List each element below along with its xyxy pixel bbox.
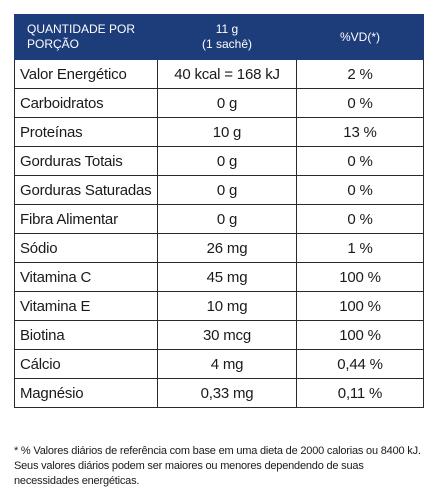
header-serving-unit: (1 sachê) bbox=[201, 37, 253, 51]
nutrient-daily-value: 0 % bbox=[296, 146, 424, 176]
nutrient-name: Magnésio bbox=[14, 378, 158, 408]
nutrient-daily-value: 100 % bbox=[296, 262, 424, 292]
nutrient-daily-value: 1 % bbox=[296, 233, 424, 263]
footnote: * % Valores diários de referência com ba… bbox=[14, 445, 421, 487]
nutrient-name: Vitamina C bbox=[14, 262, 158, 292]
nutrition-facts-table: QUANTIDADE POR PORÇÃO 11 g (1 sachê) %VD… bbox=[14, 14, 424, 408]
nutrient-daily-value: 2 % bbox=[296, 59, 424, 89]
nutrient-name: Valor Energético bbox=[14, 59, 158, 89]
header-daily-value: %VD(*) bbox=[296, 14, 424, 60]
table-row: Proteínas 10 g 13 % bbox=[14, 117, 424, 147]
table-row: Cálcio 4 mg 0,44 % bbox=[14, 349, 424, 379]
nutrient-amount: 0 g bbox=[157, 146, 297, 176]
nutrient-amount: 0 g bbox=[157, 175, 297, 205]
nutrient-daily-value: 0,11 % bbox=[296, 378, 424, 408]
nutrition-table-container: QUANTIDADE POR PORÇÃO 11 g (1 sachê) %VD… bbox=[14, 14, 424, 408]
nutrient-daily-value: 100 % bbox=[296, 320, 424, 350]
nutrient-name: Sódio bbox=[14, 233, 158, 263]
nutrient-amount: 30 mcg bbox=[157, 320, 297, 350]
table-row: Magnésio 0,33 mg 0,11 % bbox=[14, 378, 424, 408]
table-row: Vitamina C 45 mg 100 % bbox=[14, 262, 424, 292]
nutrient-amount: 0,33 mg bbox=[157, 378, 297, 408]
header-serving-label: QUANTIDADE POR PORÇÃO bbox=[14, 14, 158, 60]
nutrient-name: Vitamina E bbox=[14, 291, 158, 321]
nutrient-name: Biotina bbox=[14, 320, 158, 350]
nutrient-daily-value: 13 % bbox=[296, 117, 424, 147]
table-row: Vitamina E 10 mg 100 % bbox=[14, 291, 424, 321]
nutrient-daily-value: 100 % bbox=[296, 291, 424, 321]
nutrient-name: Gorduras Totais bbox=[14, 146, 158, 176]
nutrient-amount: 26 mg bbox=[157, 233, 297, 263]
header-serving-amount: 11 g bbox=[215, 22, 239, 36]
nutrient-daily-value: 0,44 % bbox=[296, 349, 424, 379]
header-serving-size: 11 g (1 sachê) bbox=[157, 14, 297, 60]
nutrient-amount: 10 mg bbox=[157, 291, 297, 321]
nutrient-name: Proteínas bbox=[14, 117, 158, 147]
nutrient-daily-value: 0 % bbox=[296, 88, 424, 118]
nutrient-daily-value: 0 % bbox=[296, 175, 424, 205]
nutrient-amount: 45 mg bbox=[157, 262, 297, 292]
nutrient-daily-value: 0 % bbox=[296, 204, 424, 234]
nutrient-amount: 4 mg bbox=[157, 349, 297, 379]
table-header-row: QUANTIDADE POR PORÇÃO 11 g (1 sachê) %VD… bbox=[14, 14, 424, 60]
nutrient-name: Cálcio bbox=[14, 349, 158, 379]
table-row: Sódio 26 mg 1 % bbox=[14, 233, 424, 263]
table-row: Valor Energético 40 kcal = 168 kJ 2 % bbox=[14, 59, 424, 89]
nutrient-amount: 10 g bbox=[157, 117, 297, 147]
nutrient-amount: 0 g bbox=[157, 204, 297, 234]
nutrient-name: Gorduras Saturadas bbox=[14, 175, 158, 205]
nutrient-name: Carboidratos bbox=[14, 88, 158, 118]
nutrient-amount: 40 kcal = 168 kJ bbox=[157, 59, 297, 89]
nutrient-name: Fibra Alimentar bbox=[14, 204, 158, 234]
nutrient-amount: 0 g bbox=[157, 88, 297, 118]
table-row: Biotina 30 mcg 100 % bbox=[14, 320, 424, 350]
